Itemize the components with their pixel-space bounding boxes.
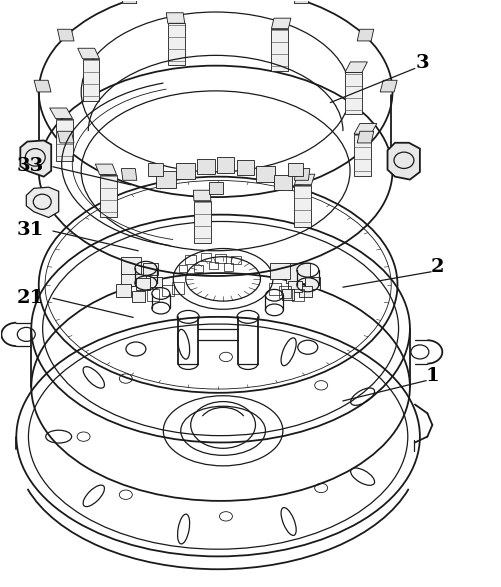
- Polygon shape: [208, 183, 222, 194]
- Text: 33: 33: [17, 157, 44, 175]
- Polygon shape: [289, 281, 302, 292]
- Polygon shape: [132, 291, 145, 302]
- Polygon shape: [121, 0, 137, 4]
- Polygon shape: [197, 158, 214, 174]
- Text: 2: 2: [430, 258, 444, 276]
- Polygon shape: [21, 140, 51, 177]
- Polygon shape: [295, 185, 311, 227]
- Polygon shape: [282, 289, 294, 300]
- Polygon shape: [295, 168, 310, 180]
- Text: 21: 21: [17, 289, 44, 306]
- Polygon shape: [150, 276, 162, 287]
- Text: 31: 31: [17, 221, 44, 239]
- Polygon shape: [286, 263, 310, 283]
- Polygon shape: [143, 262, 158, 275]
- Polygon shape: [256, 166, 275, 182]
- Polygon shape: [193, 190, 211, 201]
- Polygon shape: [26, 187, 59, 218]
- Polygon shape: [274, 175, 292, 190]
- Polygon shape: [305, 276, 320, 289]
- Polygon shape: [100, 174, 117, 217]
- Polygon shape: [121, 257, 141, 274]
- Polygon shape: [194, 201, 211, 243]
- Polygon shape: [116, 284, 131, 297]
- Polygon shape: [58, 29, 74, 41]
- Polygon shape: [58, 131, 74, 143]
- Polygon shape: [354, 123, 377, 134]
- Polygon shape: [387, 143, 420, 180]
- Polygon shape: [288, 163, 303, 176]
- Polygon shape: [168, 23, 185, 65]
- Polygon shape: [34, 80, 51, 92]
- Polygon shape: [121, 266, 146, 286]
- Polygon shape: [271, 263, 291, 279]
- Polygon shape: [176, 163, 195, 179]
- Polygon shape: [148, 163, 163, 176]
- Polygon shape: [136, 278, 150, 290]
- Polygon shape: [357, 131, 374, 143]
- Polygon shape: [272, 18, 291, 29]
- Text: 1: 1: [425, 367, 439, 386]
- Polygon shape: [295, 0, 310, 4]
- Polygon shape: [295, 174, 315, 185]
- Polygon shape: [50, 108, 73, 119]
- Polygon shape: [166, 13, 185, 23]
- Polygon shape: [236, 160, 255, 176]
- Polygon shape: [156, 171, 176, 188]
- Polygon shape: [299, 286, 312, 297]
- Polygon shape: [380, 80, 397, 92]
- Polygon shape: [272, 29, 289, 71]
- Polygon shape: [56, 119, 73, 161]
- Polygon shape: [83, 59, 100, 101]
- Text: 3: 3: [415, 54, 429, 72]
- Polygon shape: [217, 157, 234, 173]
- Polygon shape: [357, 29, 374, 41]
- Polygon shape: [121, 168, 137, 180]
- Polygon shape: [95, 164, 117, 174]
- Polygon shape: [78, 48, 100, 59]
- Polygon shape: [345, 72, 362, 114]
- Polygon shape: [354, 134, 371, 176]
- Polygon shape: [345, 62, 367, 72]
